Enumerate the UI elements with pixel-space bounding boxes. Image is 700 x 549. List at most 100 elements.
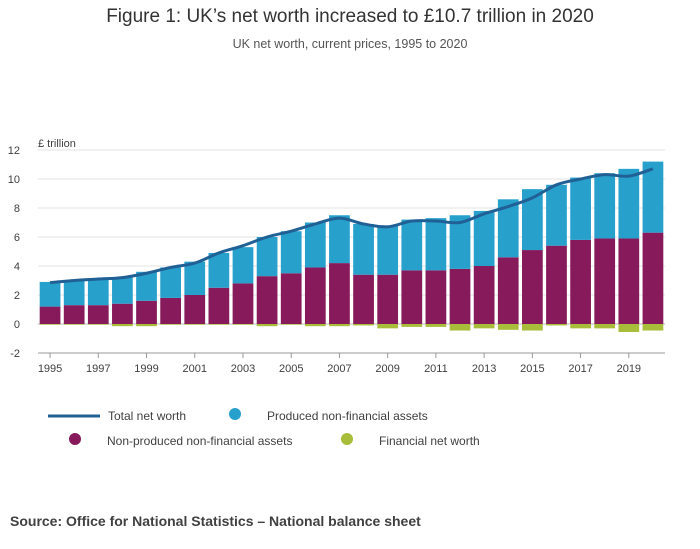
bar-non-produced-non-financial-assets — [304, 267, 326, 324]
legend-label-financial-net-worth: Financial net worth — [379, 434, 480, 448]
bar-produced-non-financial-assets — [280, 231, 302, 274]
bar-non-produced-non-financial-assets — [642, 232, 664, 324]
bar-non-produced-non-financial-assets — [256, 276, 278, 324]
bar-non-produced-non-financial-assets — [63, 305, 85, 324]
bar-non-produced-non-financial-assets — [208, 287, 230, 324]
bar-financial-net-worth — [160, 324, 182, 325]
bar-non-produced-non-financial-assets — [232, 283, 254, 324]
x-tick-label: 2009 — [375, 363, 399, 375]
bar-produced-non-financial-assets — [232, 247, 254, 284]
x-tick-label: 2011 — [424, 363, 448, 375]
y-tick-label: -2 — [10, 348, 20, 360]
bar-financial-net-worth — [473, 324, 495, 329]
y-axis-label: £ trillion — [38, 138, 76, 150]
bar-financial-net-worth — [425, 324, 447, 327]
bar-financial-net-worth — [304, 324, 326, 327]
chart-subtitle: UK net worth, current prices, 1995 to 20… — [232, 37, 468, 51]
bar-financial-net-worth — [642, 324, 664, 331]
bar-produced-non-financial-assets — [449, 215, 471, 269]
bar-non-produced-non-financial-assets — [353, 274, 374, 324]
bar-financial-net-worth — [353, 324, 374, 326]
y-tick-label: 8 — [14, 203, 20, 215]
bar-financial-net-worth — [546, 324, 567, 326]
bar-financial-net-worth — [256, 324, 278, 327]
bar-non-produced-non-financial-assets — [377, 274, 399, 324]
legend-label-total-net-worth: Total net worth — [108, 409, 186, 423]
bar-non-produced-non-financial-assets — [329, 263, 350, 324]
bar-financial-net-worth — [570, 324, 591, 329]
bar-non-produced-non-financial-assets — [546, 245, 567, 324]
bar-financial-net-worth — [594, 324, 616, 329]
bar-financial-net-worth — [112, 324, 133, 327]
y-tick-label: 12 — [8, 145, 20, 157]
source-note: Source: Office for National Statistics –… — [10, 513, 421, 529]
bar-financial-net-worth — [497, 324, 519, 330]
y-tick-label: 6 — [14, 232, 20, 244]
bar-produced-non-financial-assets — [304, 222, 326, 268]
bar-produced-non-financial-assets — [425, 218, 447, 271]
bar-produced-non-financial-assets — [570, 177, 591, 240]
legend-label-produced-non-financial-assets: Produced non-financial assets — [267, 409, 428, 423]
x-tick-label: 2019 — [617, 363, 641, 375]
bars — [39, 161, 664, 332]
bar-non-produced-non-financial-assets — [449, 268, 471, 324]
chart-title: Figure 1: UK’s net worth increased to £1… — [106, 6, 594, 27]
bar-produced-non-financial-assets — [401, 219, 423, 271]
bar-financial-net-worth — [136, 324, 157, 327]
line-total-net-worth — [49, 167, 654, 285]
y-tick-label: 10 — [8, 174, 20, 186]
bar-produced-non-financial-assets — [377, 225, 399, 275]
legend-swatch-non-produced-non-financial-assets — [69, 433, 81, 445]
bar-produced-non-financial-assets — [136, 271, 157, 301]
bar-produced-non-financial-assets — [497, 199, 519, 258]
x-tick-label: 2017 — [568, 363, 592, 375]
bar-non-produced-non-financial-assets — [112, 303, 133, 324]
y-tick-label: 4 — [14, 261, 20, 273]
x-tick-label: 2013 — [472, 363, 496, 375]
x-tick-label: 1999 — [134, 363, 158, 375]
bar-financial-net-worth — [329, 324, 350, 327]
bar-financial-net-worth — [87, 324, 109, 325]
bar-non-produced-non-financial-assets — [594, 238, 616, 324]
bar-produced-non-financial-assets — [642, 161, 664, 233]
bar-non-produced-non-financial-assets — [280, 273, 302, 324]
bar-financial-net-worth — [208, 324, 230, 325]
x-tick-label: 2001 — [183, 363, 207, 375]
bar-financial-net-worth — [618, 324, 640, 332]
bar-financial-net-worth — [521, 324, 543, 331]
y-tick-label: 2 — [14, 290, 20, 302]
legend-label-non-produced-non-financial-assets: Non-produced non-financial assets — [107, 434, 292, 448]
bar-produced-non-financial-assets — [546, 184, 567, 246]
legend-swatch-produced-non-financial-assets — [229, 408, 241, 420]
bar-produced-non-financial-assets — [39, 281, 61, 307]
bar-non-produced-non-financial-assets — [160, 297, 182, 324]
x-tick-label: 1995 — [38, 363, 62, 375]
axes: £ trillion -2 0 2 4 6 8 10 12 1995 1997 1999 2001 200… — [8, 138, 665, 375]
bar-produced-non-financial-assets — [160, 267, 182, 298]
bar-produced-non-financial-assets — [112, 277, 133, 304]
bar-produced-non-financial-assets — [329, 215, 350, 264]
bar-produced-non-financial-assets — [521, 189, 543, 251]
bar-produced-non-financial-assets — [208, 252, 230, 288]
bar-produced-non-financial-assets — [594, 173, 616, 239]
x-tick-label: 2005 — [279, 363, 303, 375]
bar-financial-net-worth — [63, 324, 85, 325]
bar-produced-non-financial-assets — [353, 223, 374, 275]
bar-financial-net-worth — [449, 324, 471, 331]
x-tick-label: 2003 — [231, 363, 255, 375]
bar-non-produced-non-financial-assets — [521, 250, 543, 324]
bar-financial-net-worth — [184, 324, 206, 325]
x-tick-label: 2007 — [327, 363, 351, 375]
bar-non-produced-non-financial-assets — [497, 257, 519, 324]
x-tick-label: 2015 — [520, 363, 544, 375]
bar-financial-net-worth — [39, 324, 61, 325]
bar-non-produced-non-financial-assets — [184, 295, 206, 324]
bar-non-produced-non-financial-assets — [136, 300, 157, 324]
bar-produced-non-financial-assets — [87, 279, 109, 306]
bar-financial-net-worth — [401, 324, 423, 327]
bar-financial-net-worth — [280, 324, 302, 325]
bar-non-produced-non-financial-assets — [425, 270, 447, 324]
bar-non-produced-non-financial-assets — [618, 238, 640, 324]
bar-financial-net-worth — [377, 324, 399, 329]
